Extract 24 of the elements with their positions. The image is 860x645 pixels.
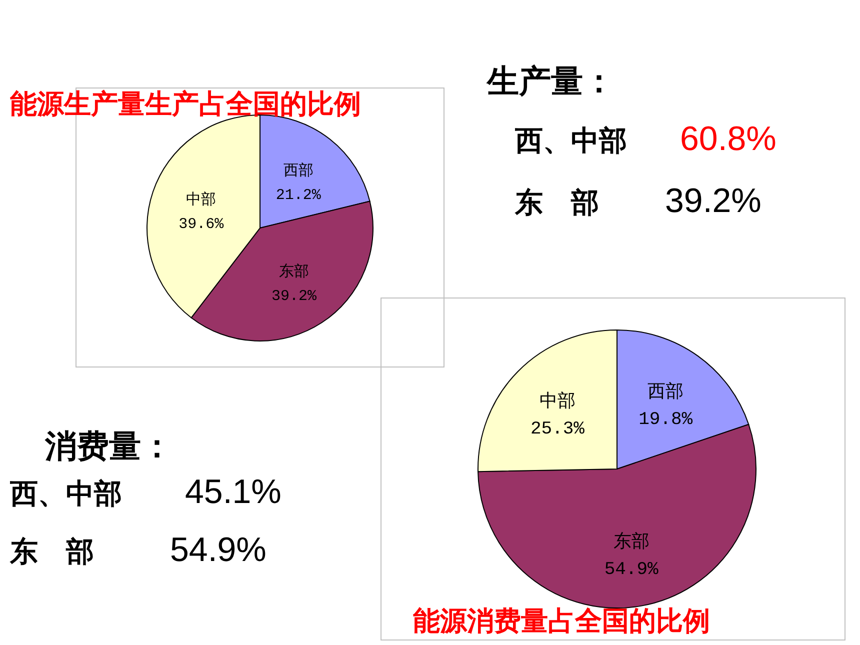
slice-label: 西部 bbox=[283, 161, 314, 180]
text: 能源消费量占全国的比例 bbox=[413, 606, 710, 637]
data-label: 21.2% bbox=[276, 187, 322, 204]
text: 60.8% bbox=[680, 120, 776, 158]
data-label: 25.3% bbox=[530, 420, 585, 440]
slice-label: 中部 bbox=[186, 190, 216, 208]
slice-label: 西部 bbox=[648, 381, 684, 402]
text: 东 部 bbox=[514, 186, 599, 219]
text: 45.1% bbox=[185, 473, 282, 511]
slice-label: 中部 bbox=[539, 390, 576, 412]
text: 消费量： bbox=[44, 427, 173, 465]
text: 东 部 bbox=[9, 535, 94, 568]
slice-label: 东部 bbox=[613, 531, 650, 552]
text: 西、中部 bbox=[9, 477, 122, 510]
data-label: 39.2% bbox=[271, 288, 318, 306]
text: 54.9% bbox=[170, 531, 266, 569]
data-label: 39.6% bbox=[178, 216, 225, 234]
data-label: 19.8% bbox=[638, 410, 693, 430]
chart-title: 能源生产量生产占全国的比例 bbox=[10, 89, 361, 120]
text: 39.2% bbox=[665, 182, 762, 220]
slice-label: 东部 bbox=[278, 262, 309, 280]
text: 西、中部 bbox=[514, 124, 627, 157]
data-label: 54.9% bbox=[604, 560, 659, 580]
text: 生产量： bbox=[486, 62, 615, 100]
